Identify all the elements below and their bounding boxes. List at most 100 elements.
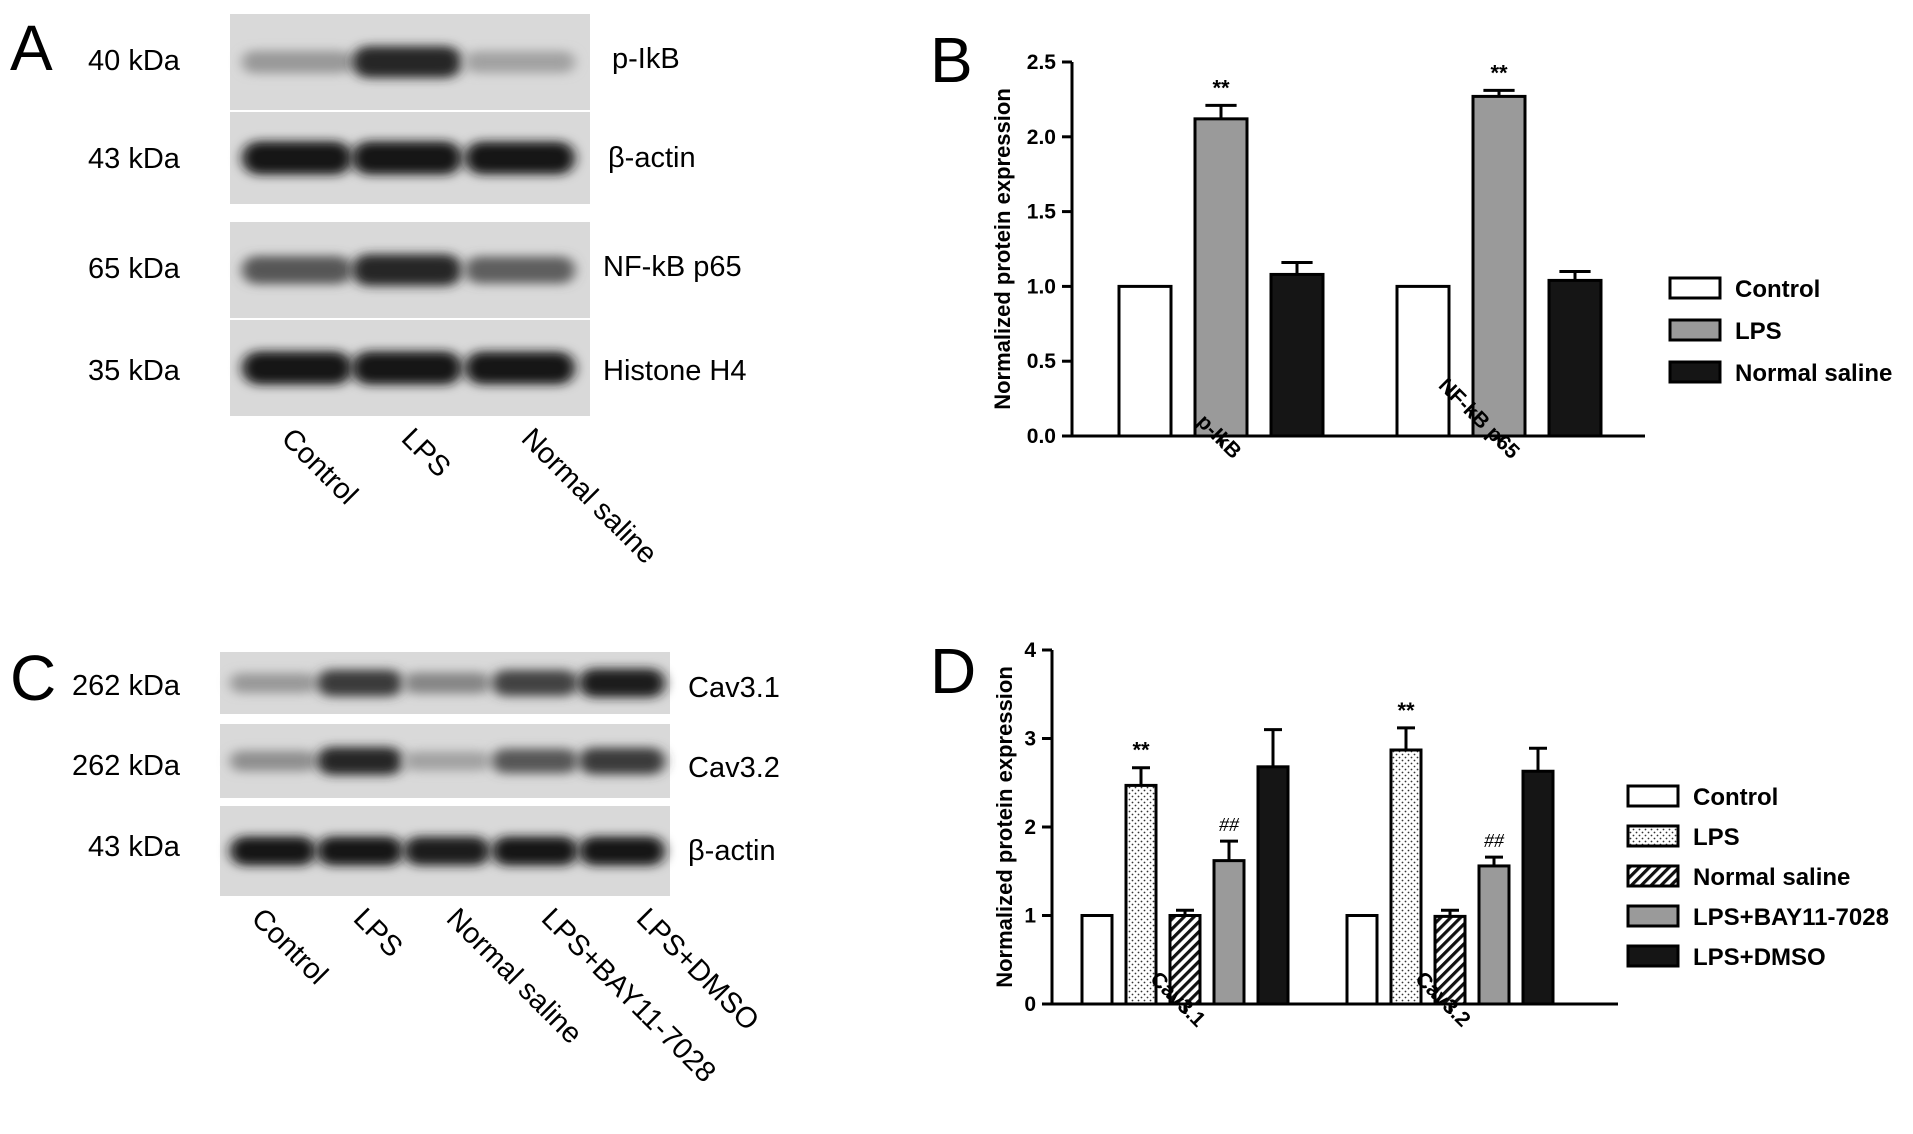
lane-label: Control bbox=[245, 902, 334, 991]
bar bbox=[1212, 859, 1246, 1006]
panel-a-blots: 40 kDa 43 kDa 65 kDa 35 kDa p-IkB β-acti… bbox=[88, 14, 746, 570]
kda-label: 262 kDa bbox=[72, 670, 181, 702]
y-tick-label: 2.0 bbox=[1027, 126, 1056, 149]
panel-letter-d: D bbox=[930, 635, 976, 707]
blot-band bbox=[404, 672, 490, 694]
blot-band bbox=[230, 750, 316, 772]
legend-label: LPS+DMSO bbox=[1693, 944, 1826, 971]
y-axis-title: Normalized protein expression bbox=[990, 88, 1015, 410]
lane-label: Control bbox=[275, 422, 364, 511]
blot-band bbox=[465, 141, 575, 175]
blot-band bbox=[242, 256, 352, 284]
bar bbox=[1117, 284, 1173, 438]
y-tick-label: 3 bbox=[1024, 728, 1036, 751]
blot-band bbox=[579, 836, 665, 866]
blot-band bbox=[352, 351, 462, 385]
blot-band bbox=[242, 351, 352, 385]
protein-label: NF-kB p65 bbox=[603, 251, 742, 283]
legend-swatch bbox=[1626, 784, 1680, 808]
lane-label: LPS bbox=[347, 902, 408, 963]
y-tick-label: 1.5 bbox=[1027, 201, 1057, 224]
bar bbox=[1124, 783, 1158, 1006]
legend-swatch bbox=[1668, 276, 1722, 300]
blot-band bbox=[352, 254, 462, 286]
blot-band bbox=[352, 46, 462, 78]
legend-label: Normal saline bbox=[1735, 360, 1892, 387]
panel-c-blots: 262 kDa 262 kDa 43 kDa Cav3.1 Cav3.2 β-a… bbox=[72, 652, 780, 1089]
blot-band bbox=[242, 50, 352, 74]
blot-band bbox=[579, 668, 665, 698]
protein-label: β-actin bbox=[688, 835, 776, 867]
blot-band bbox=[317, 669, 403, 697]
blot-band bbox=[492, 836, 578, 866]
blot-band bbox=[404, 751, 490, 771]
blot-band bbox=[404, 836, 490, 866]
significance-label: ## bbox=[1219, 814, 1240, 836]
legend-swatch bbox=[1668, 318, 1722, 342]
bar bbox=[1395, 284, 1451, 438]
blot-band bbox=[579, 747, 665, 775]
lane-label: LPS bbox=[395, 422, 456, 483]
y-tick-label: 2 bbox=[1024, 816, 1036, 839]
legend-swatch bbox=[1626, 824, 1680, 848]
blot-band bbox=[465, 256, 575, 284]
significance-label: ** bbox=[1490, 60, 1508, 85]
protein-label: Histone H4 bbox=[603, 355, 746, 387]
legend-swatch bbox=[1626, 864, 1680, 888]
significance-label: ** bbox=[1212, 75, 1230, 100]
significance-label: ## bbox=[1484, 830, 1505, 852]
protein-label: Cav3.1 bbox=[688, 672, 780, 704]
bar bbox=[1269, 272, 1325, 438]
bar bbox=[1477, 864, 1511, 1006]
blot-band bbox=[465, 351, 575, 385]
bar bbox=[1389, 748, 1423, 1006]
y-tick-label: 1.0 bbox=[1027, 275, 1056, 298]
legend-label: LPS+BAY11-7028 bbox=[1693, 904, 1889, 931]
blot-band bbox=[230, 673, 316, 693]
blot-band bbox=[352, 141, 462, 175]
legend-swatch bbox=[1668, 360, 1722, 384]
significance-label: ** bbox=[1132, 738, 1150, 763]
bar bbox=[1521, 769, 1555, 1006]
chart-b: 0.0 0.5 1.0 1.5 2.0 2.5 Normalized protein exp… bbox=[990, 51, 1892, 464]
bar bbox=[1547, 278, 1603, 438]
legend-swatch bbox=[1626, 944, 1680, 968]
blot-band bbox=[465, 51, 575, 73]
kda-label: 40 kDa bbox=[88, 45, 181, 77]
bar bbox=[1080, 914, 1114, 1006]
legend-label: Control bbox=[1735, 276, 1820, 303]
kda-label: 43 kDa bbox=[88, 831, 181, 863]
blot-images-a bbox=[230, 14, 590, 416]
kda-label: 43 kDa bbox=[88, 143, 181, 175]
bar bbox=[1256, 765, 1290, 1006]
kda-label: 65 kDa bbox=[88, 253, 181, 285]
blot-band bbox=[242, 141, 352, 175]
bar bbox=[1345, 914, 1379, 1006]
legend-label: LPS bbox=[1735, 318, 1782, 345]
kda-label: 35 kDa bbox=[88, 355, 181, 387]
protein-label: β-actin bbox=[608, 142, 696, 174]
significance-label: ** bbox=[1397, 698, 1415, 723]
blot-band bbox=[317, 836, 403, 866]
blot-band bbox=[492, 670, 578, 696]
legend-label: Normal saline bbox=[1693, 864, 1850, 891]
y-tick-label: 0.5 bbox=[1027, 350, 1057, 373]
panel-letter-b: B bbox=[930, 24, 973, 96]
protein-label: Cav3.2 bbox=[688, 752, 780, 784]
legend-swatch bbox=[1626, 904, 1680, 928]
y-tick-label: 2.5 bbox=[1027, 51, 1057, 74]
y-axis-title: Normalized protein expression bbox=[992, 666, 1017, 988]
panel-letter-a: A bbox=[10, 12, 53, 84]
lane-label: LPS+BAY11-7028 bbox=[535, 902, 722, 1089]
blot-band bbox=[317, 747, 403, 775]
y-tick-label: 4 bbox=[1024, 639, 1036, 662]
bar bbox=[1193, 117, 1249, 438]
y-tick-label: 0.0 bbox=[1027, 425, 1056, 448]
blot-images-c bbox=[220, 652, 670, 896]
blot-band bbox=[492, 748, 578, 774]
kda-label: 262 kDa bbox=[72, 750, 181, 782]
y-tick-label: 0 bbox=[1024, 993, 1036, 1016]
legend-label: LPS bbox=[1693, 824, 1740, 851]
